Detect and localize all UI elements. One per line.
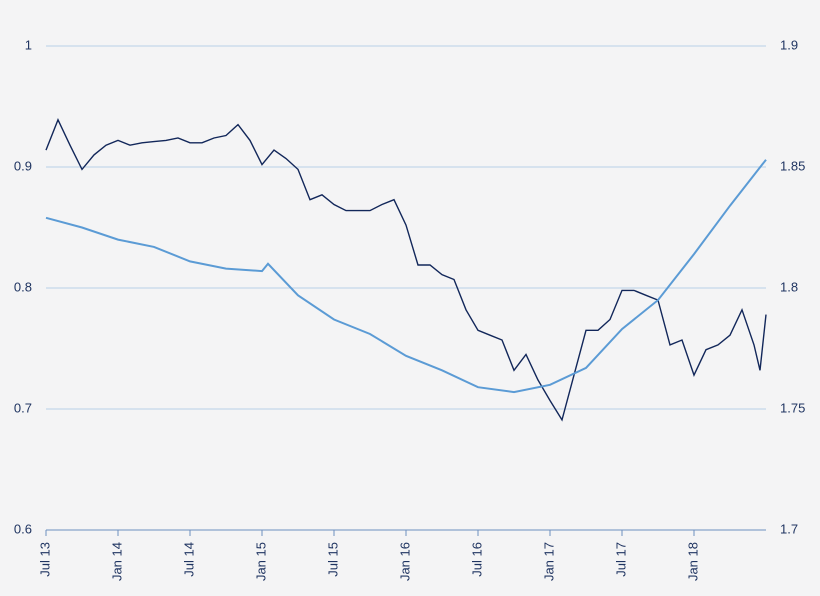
series-line <box>45 118 767 422</box>
series-line <box>45 159 767 394</box>
y2-tick-label: 1.85 <box>780 158 805 173</box>
x-tick-label: Jul 14 <box>181 542 196 577</box>
x-tick-label: Jul 17 <box>613 542 628 577</box>
x-tick-label: Jan 15 <box>253 542 268 581</box>
y-tick-label: 1 <box>25 37 32 52</box>
y2-tick-label: 1.75 <box>780 400 805 415</box>
y2-tick-label: 1.7 <box>780 521 798 536</box>
x-tick-label: Jul 16 <box>469 542 484 577</box>
y2-tick-label: 1.8 <box>780 279 798 294</box>
x-tick-label: Jul 15 <box>325 542 340 577</box>
y-tick-label: 0.9 <box>14 158 32 173</box>
y-tick-label: 0.8 <box>14 279 32 294</box>
y-tick-label: 0.6 <box>14 521 32 536</box>
x-tick-label: Jan 18 <box>685 542 700 581</box>
y2-tick-label: 1.9 <box>780 37 798 52</box>
x-tick-label: Jul 13 <box>37 542 52 577</box>
x-tick-label: Jan 17 <box>541 542 556 581</box>
x-tick-label: Jan 14 <box>109 542 124 581</box>
y-tick-label: 0.7 <box>14 400 32 415</box>
x-tick-label: Jan 16 <box>397 542 412 581</box>
